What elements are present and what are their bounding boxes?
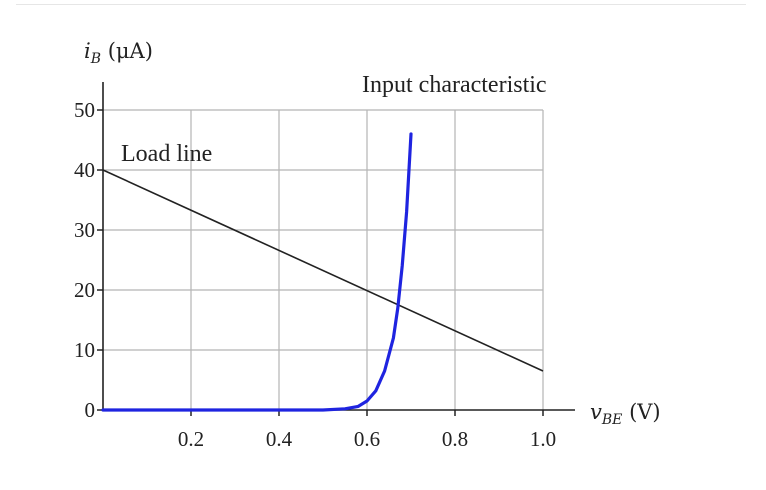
- annotation-input-characteristic: Input characteristic: [362, 72, 547, 98]
- top-divider: [16, 4, 746, 5]
- ticks: 0 10 20 30 40 50 0.2 0.4 0.6 0.8 1.0: [74, 98, 556, 451]
- series-load-line: [102, 169, 544, 372]
- y-tick-label: 20: [74, 278, 95, 302]
- series-input-characteristic: [101, 132, 413, 412]
- x-tick-label: 0.6: [354, 427, 380, 451]
- y-tick-label: 40: [74, 158, 95, 182]
- x-tick-label: 1.0: [530, 427, 556, 451]
- y-tick-label: 30: [74, 218, 95, 242]
- y-tick-label: 0: [85, 398, 96, 422]
- x-tick-label: 0.2: [178, 427, 204, 451]
- x-tick-label: 0.4: [266, 427, 293, 451]
- x-axis-title: vBE (V): [590, 400, 661, 428]
- axes: [102, 82, 575, 411]
- x-tick-label: 0.8: [442, 427, 468, 451]
- annotation-load-line: Load line: [121, 141, 212, 167]
- grid: [103, 109, 544, 410]
- labels-group: Load line Input characteristic iB (μA) vBE …: [84, 39, 661, 428]
- series-group: [101, 132, 544, 412]
- y-axis-title: iB (μA): [84, 39, 153, 67]
- y-tick-label: 10: [74, 338, 95, 362]
- y-tick-label: 50: [74, 98, 95, 122]
